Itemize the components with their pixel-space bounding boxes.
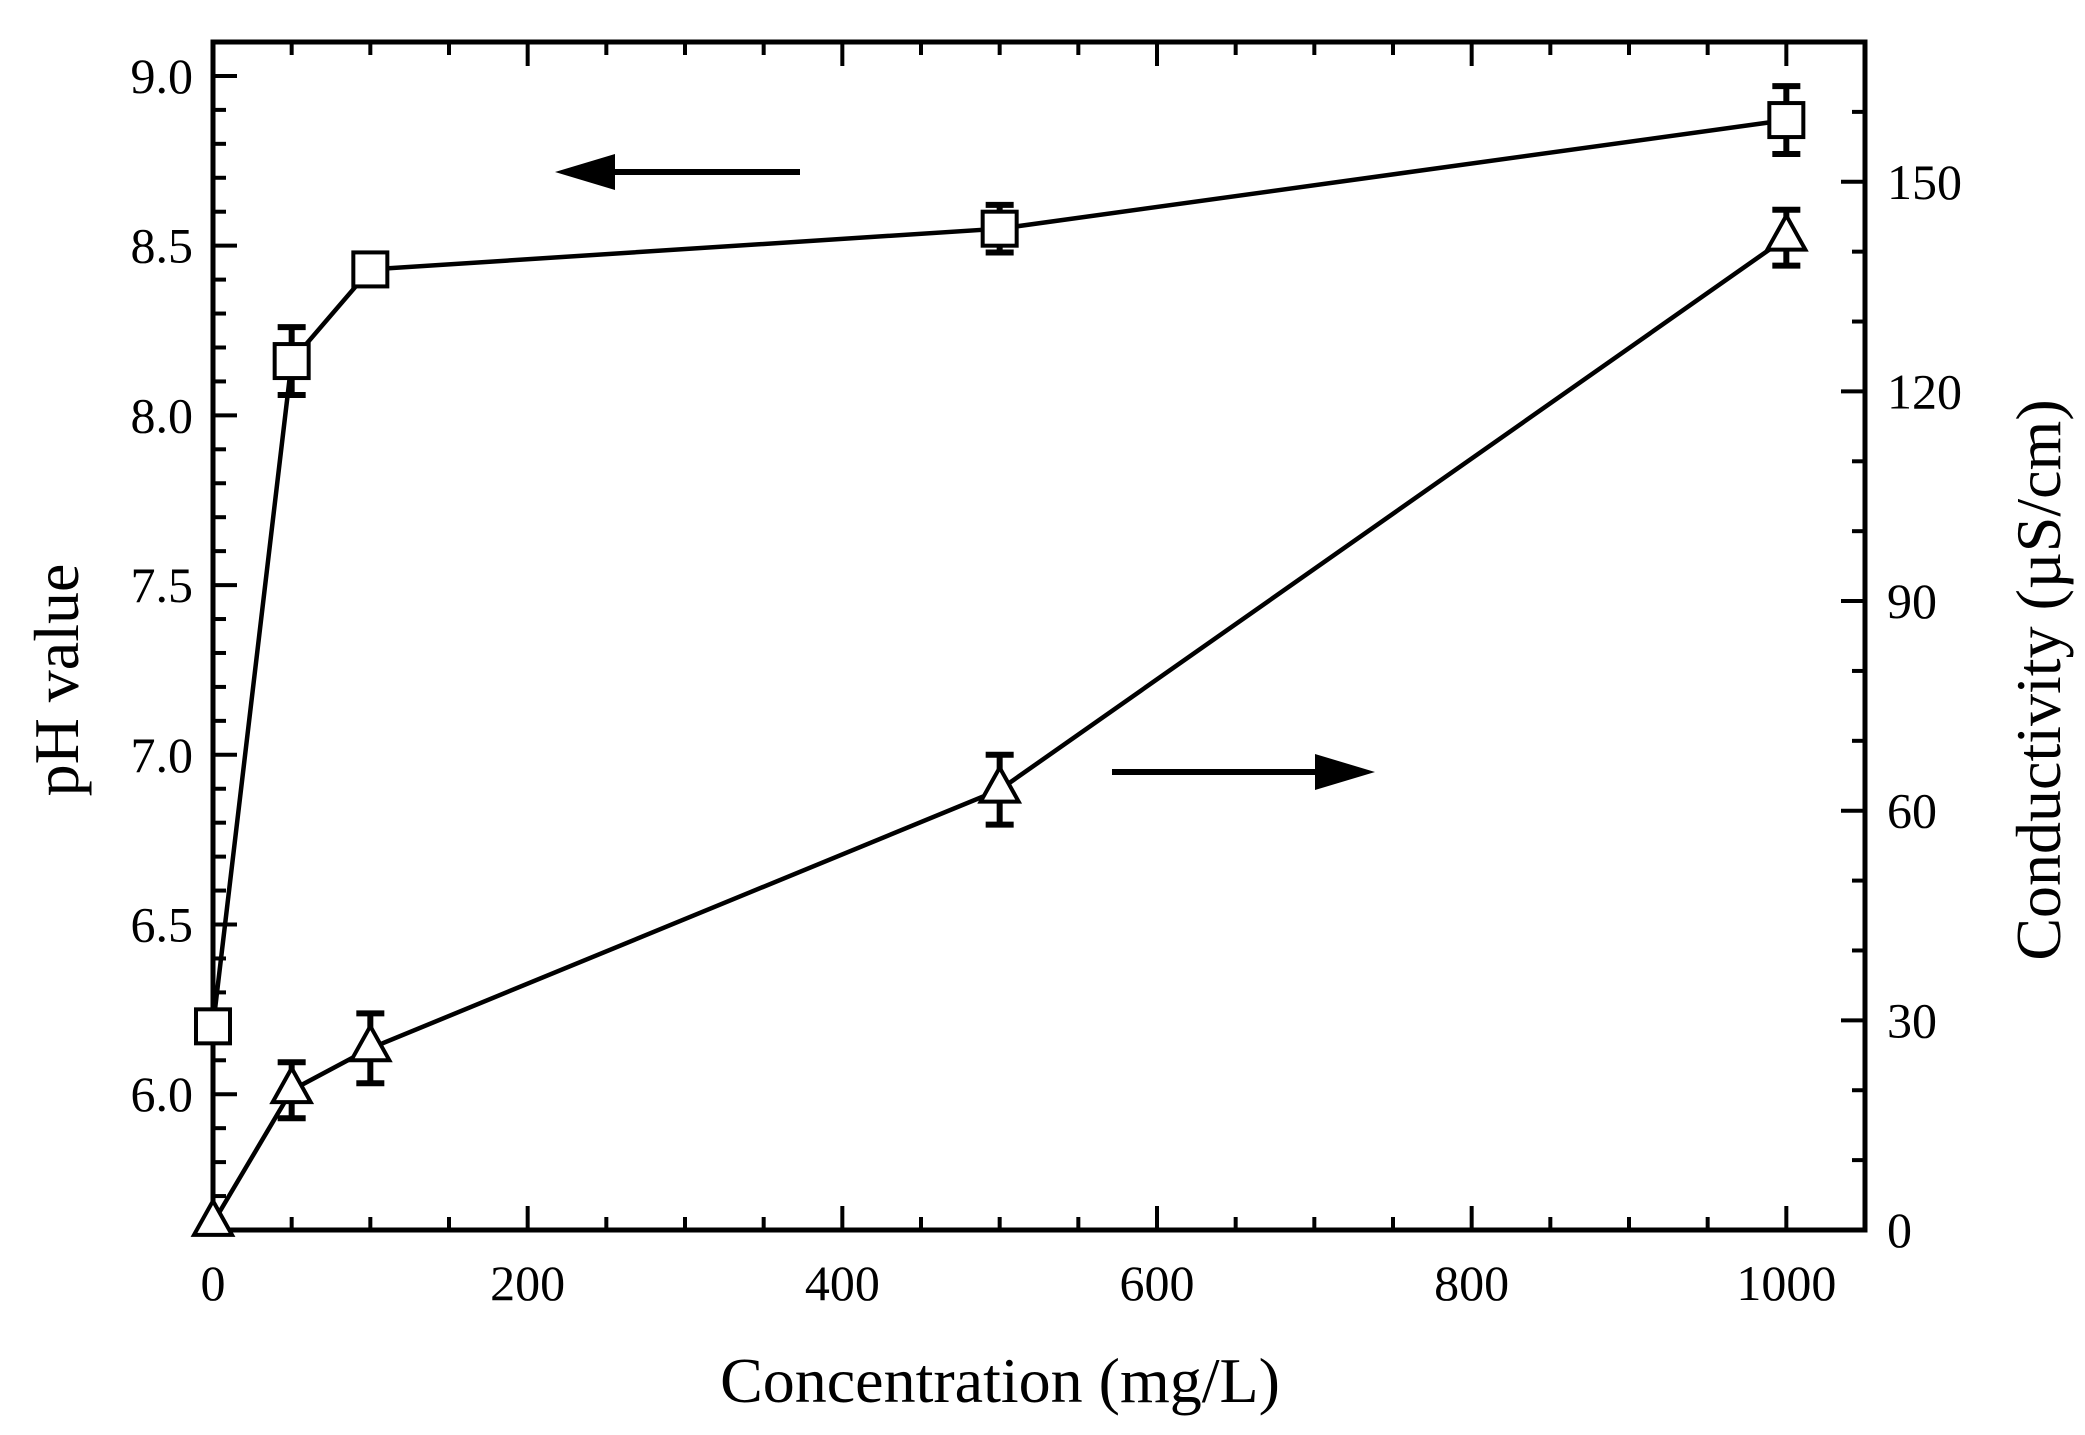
y-tick-label: 9.0 bbox=[131, 48, 194, 104]
series-ph bbox=[194, 83, 1806, 1046]
x-tick-label: 200 bbox=[490, 1255, 565, 1311]
series-layer bbox=[190, 83, 1809, 1237]
data-point-triangle bbox=[1763, 211, 1809, 252]
x-tick-label: 800 bbox=[1434, 1255, 1509, 1311]
y-tick-label: 6.5 bbox=[131, 897, 194, 953]
left-y-axis-title: pH value bbox=[21, 564, 92, 797]
arrow-head bbox=[1315, 754, 1375, 790]
data-point-square bbox=[1767, 101, 1806, 140]
arrow-right-annotation bbox=[1112, 754, 1375, 790]
series-line bbox=[210, 117, 1787, 1027]
y2-tick-label: 90 bbox=[1887, 573, 1937, 629]
x-axis-ticks: 0 200 400 600 800 1000 bbox=[201, 42, 1867, 1311]
data-point-triangle bbox=[347, 1022, 393, 1063]
y2-tick-label: 120 bbox=[1887, 363, 1962, 419]
right-y-axis-ticks: 0 30 60 90 120 150 bbox=[1841, 40, 1962, 1258]
x-tick-label: 600 bbox=[1120, 1255, 1195, 1311]
data-point-square bbox=[980, 209, 1019, 248]
y-tick-label: 8.0 bbox=[131, 387, 194, 443]
annotation-arrows bbox=[555, 154, 1375, 790]
data-point-square bbox=[272, 342, 311, 381]
right-y-axis-title: Conductivity (µS/cm) bbox=[2003, 399, 2074, 960]
arrow-head bbox=[555, 154, 615, 190]
y-tick-label: 7.5 bbox=[131, 557, 194, 613]
left-y-axis-ticks: 6.0 6.5 7.0 7.5 8.0 8.5 9.0 bbox=[131, 40, 237, 1199]
y-tick-label: 6.0 bbox=[131, 1066, 194, 1122]
data-point-square bbox=[351, 250, 390, 289]
y2-tick-label: 150 bbox=[1887, 154, 1962, 210]
y-tick-label: 7.0 bbox=[131, 727, 194, 783]
series-line bbox=[211, 235, 1788, 1225]
x-axis-title: Concentration (mg/L) bbox=[720, 1345, 1280, 1416]
x-tick-label: 0 bbox=[201, 1255, 226, 1311]
y-tick-label: 8.5 bbox=[131, 218, 194, 274]
arrow-left-annotation bbox=[555, 154, 800, 190]
y2-tick-label: 0 bbox=[1887, 1202, 1912, 1258]
x-tick-label: 1000 bbox=[1736, 1255, 1836, 1311]
data-point-triangle bbox=[977, 763, 1023, 804]
data-point-triangle bbox=[190, 1196, 236, 1237]
series-conductivity bbox=[190, 206, 1809, 1237]
y2-tick-label: 30 bbox=[1887, 992, 1937, 1048]
y2-tick-label: 60 bbox=[1887, 783, 1937, 839]
data-point-triangle bbox=[269, 1064, 315, 1105]
plot-frame bbox=[210, 39, 1868, 1233]
x-tick-label: 400 bbox=[805, 1255, 880, 1311]
data-point-square bbox=[194, 1007, 232, 1046]
